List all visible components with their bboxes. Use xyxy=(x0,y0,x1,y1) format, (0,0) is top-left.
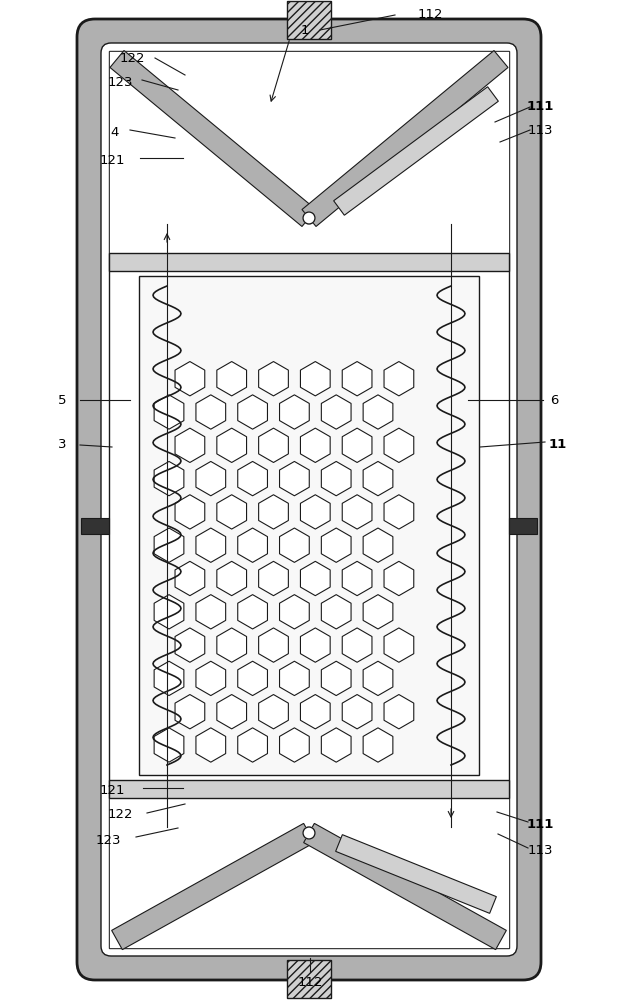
Polygon shape xyxy=(334,87,498,215)
Text: 3: 3 xyxy=(57,438,66,452)
Text: 121: 121 xyxy=(99,784,125,796)
Text: 113: 113 xyxy=(527,844,552,856)
Text: 112: 112 xyxy=(417,8,442,21)
Text: 122: 122 xyxy=(119,51,145,64)
Text: 113: 113 xyxy=(527,123,552,136)
Text: 112: 112 xyxy=(297,976,323,988)
Text: 123: 123 xyxy=(95,834,121,846)
Circle shape xyxy=(303,212,315,224)
FancyBboxPatch shape xyxy=(101,43,517,956)
Bar xyxy=(509,518,537,534)
Text: 4: 4 xyxy=(111,125,119,138)
Polygon shape xyxy=(303,823,506,950)
Polygon shape xyxy=(302,51,508,226)
Bar xyxy=(287,960,331,998)
FancyBboxPatch shape xyxy=(77,19,541,980)
Polygon shape xyxy=(112,823,315,950)
Text: 111: 111 xyxy=(527,818,554,832)
Bar xyxy=(109,51,509,253)
Polygon shape xyxy=(336,835,496,913)
Text: 11: 11 xyxy=(549,438,567,452)
Bar xyxy=(287,1,331,39)
Text: 1: 1 xyxy=(301,23,309,36)
Bar xyxy=(109,253,509,271)
Text: 122: 122 xyxy=(108,808,133,822)
Bar xyxy=(81,518,109,534)
Circle shape xyxy=(303,827,315,839)
Text: 111: 111 xyxy=(527,101,554,113)
Text: 6: 6 xyxy=(550,393,558,406)
Polygon shape xyxy=(110,51,316,226)
Bar xyxy=(109,51,509,948)
Text: 5: 5 xyxy=(57,393,66,406)
Bar xyxy=(287,960,331,998)
Text: 123: 123 xyxy=(108,76,133,89)
Bar xyxy=(139,276,479,775)
Bar xyxy=(287,1,331,39)
Text: 121: 121 xyxy=(99,153,125,166)
Bar xyxy=(109,780,509,798)
Bar xyxy=(109,798,509,948)
